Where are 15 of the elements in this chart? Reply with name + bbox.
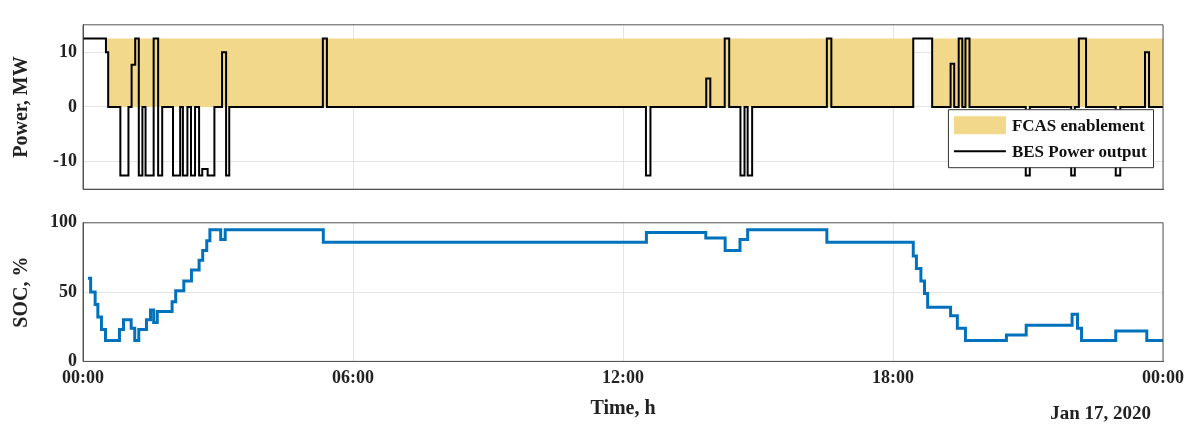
text: Jan 17, 2020: [1050, 402, 1151, 424]
y-axis-title: Power, MW: [9, 56, 32, 158]
x-tick-label: 00:00: [1142, 366, 1184, 387]
y-tick-label: 100: [50, 211, 77, 232]
x-axis-title: Time, h: [590, 396, 656, 419]
legend-label: BES Power output: [1011, 141, 1148, 161]
y-axis-title: SOC, %: [9, 256, 32, 328]
legend-label: FCAS enablement: [1011, 115, 1145, 135]
y-tick-label: 50: [59, 280, 77, 301]
x-tick-label: 06:00: [332, 366, 374, 387]
x-tick-label: 12:00: [602, 366, 644, 387]
x-tick-label: 18:00: [872, 366, 914, 387]
y-tick-label: 10: [59, 40, 77, 61]
y-tick-label: 0: [68, 95, 77, 116]
y-tick-label: -10: [53, 150, 77, 171]
